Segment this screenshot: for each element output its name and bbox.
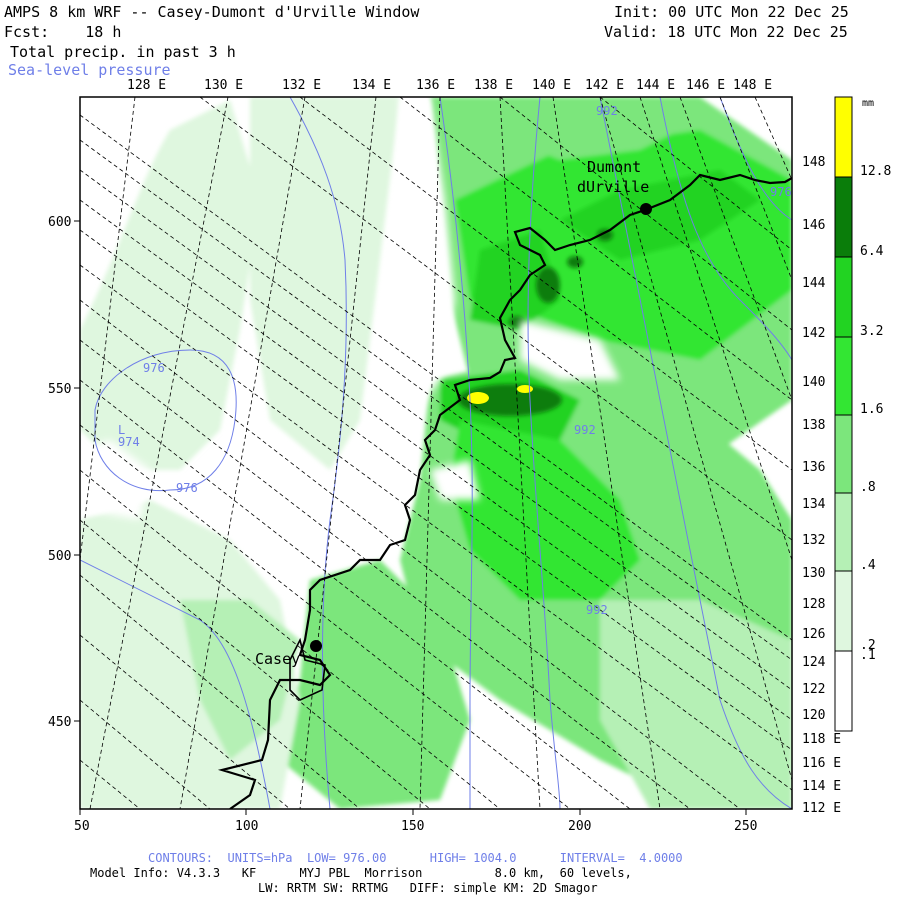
x-tick-label: 50 bbox=[74, 819, 90, 834]
contour-label: 976 bbox=[176, 481, 198, 495]
lon-label: 116 E bbox=[802, 756, 841, 771]
colorbar-swatch bbox=[834, 570, 853, 652]
lon-label: 120 E bbox=[802, 708, 841, 723]
contours-info: CONTOURS: UNITS=hPa LOW= 976.00 HIGH= 10… bbox=[148, 851, 683, 865]
physics-info: LW: RRTM SW: RRTMG DIFF: simple KM: 2D S… bbox=[258, 881, 598, 895]
lon-label: 130 E bbox=[802, 566, 841, 581]
lon-label: 122 E bbox=[802, 682, 841, 697]
precip-max bbox=[467, 385, 533, 404]
lon-label: 118 E bbox=[802, 732, 841, 747]
lon-label: 132 E bbox=[802, 533, 841, 548]
forecast-hour: Fcst: 18 h bbox=[4, 23, 122, 41]
map-frame bbox=[79, 96, 793, 810]
contour-label: 992 bbox=[586, 603, 608, 617]
colorbar-level-label: 6.4 bbox=[860, 244, 884, 259]
overlay-name: Sea-level pressure bbox=[8, 61, 171, 79]
dumont-station-marker bbox=[640, 203, 652, 215]
colorbar-swatch bbox=[834, 256, 853, 338]
right-lon-labels: 148 E 146 E 144 E 142 E 140 E 138 E 136 … bbox=[802, 155, 841, 816]
valid-time: Valid: 18 UTC Mon 22 Dec 25 bbox=[604, 23, 848, 41]
x-tick-label: 150 bbox=[401, 819, 424, 834]
colorbar-swatch bbox=[834, 176, 853, 258]
colorbar-swatch bbox=[834, 650, 853, 732]
map-panel: 976 976 L 974 992 992 992 976 Casey Dumo… bbox=[80, 97, 792, 809]
y-tick-label: 550 bbox=[48, 382, 71, 397]
x-tick-label: 250 bbox=[734, 819, 757, 834]
colorbar-swatch bbox=[834, 336, 853, 416]
y-tick-label: 450 bbox=[48, 715, 71, 730]
lon-label: 114 E bbox=[802, 779, 841, 794]
low-center-marker: L bbox=[118, 423, 125, 437]
colorbar-swatch bbox=[834, 414, 853, 494]
contour-label: 992 bbox=[596, 104, 618, 118]
lon-label: 136 E bbox=[416, 78, 455, 93]
dumont-label-line1: Dumont bbox=[587, 158, 641, 176]
top-lon-labels: 128 E 130 E 132 E 134 E 136 E 138 E 140 … bbox=[127, 78, 772, 93]
colorbar-level-label: 1.6 bbox=[860, 402, 883, 417]
colorbar-swatch bbox=[834, 492, 853, 572]
x-tick-label: 100 bbox=[235, 819, 258, 834]
graticule bbox=[80, 97, 792, 809]
lon-label: 144 E bbox=[636, 78, 675, 93]
lon-label: 140 E bbox=[802, 375, 841, 390]
lon-label: 138 E bbox=[802, 418, 841, 433]
dry-patches bbox=[80, 97, 620, 520]
lon-label: 144 E bbox=[802, 276, 841, 291]
dumont-label-line2: dUrville bbox=[577, 178, 649, 196]
grid-coordinate-labels: 50 100 150 200 250 600 550 500 450 bbox=[48, 215, 757, 834]
casey-station-marker bbox=[310, 640, 322, 652]
coastline bbox=[217, 173, 792, 809]
lon-label: 124 E bbox=[802, 655, 841, 670]
lon-label: 148 E bbox=[733, 78, 772, 93]
coastline-islands bbox=[289, 637, 326, 701]
colorbar-level-label: .1 bbox=[860, 648, 876, 663]
colorbar-unit: mm bbox=[862, 98, 874, 109]
lon-label: 130 E bbox=[204, 78, 243, 93]
map-title: AMPS 8 km WRF -- Casey-Dumont d'Urville … bbox=[4, 3, 420, 21]
colorbar-swatch bbox=[834, 96, 853, 178]
lon-label: 140 E bbox=[532, 78, 571, 93]
colorbar-level-label: .4 bbox=[860, 558, 876, 573]
field-name: Total precip. in past 3 h bbox=[10, 43, 236, 61]
lon-label: 136 E bbox=[802, 460, 841, 475]
lon-label: 132 E bbox=[282, 78, 321, 93]
lon-label: 138 E bbox=[474, 78, 513, 93]
axis-ticks bbox=[74, 220, 747, 815]
colorbar-level-label: .2 bbox=[860, 638, 876, 653]
lon-label: 128 E bbox=[802, 597, 841, 612]
x-tick-label: 200 bbox=[568, 819, 591, 834]
lon-label: 142 E bbox=[585, 78, 624, 93]
lon-label: 142 E bbox=[802, 326, 841, 341]
y-tick-label: 500 bbox=[48, 549, 71, 564]
model-info: Model Info: V4.3.3 KF MYJ PBL Morrison 8… bbox=[90, 866, 632, 880]
colorbar: 12.8 6.4 3.2 1.6 .8 .4 .2.1 bbox=[834, 96, 891, 732]
contour-label: 992 bbox=[574, 423, 596, 437]
lon-label: 112 E bbox=[802, 801, 841, 816]
low-center-value: 974 bbox=[118, 435, 140, 449]
casey-label: Casey bbox=[255, 650, 300, 668]
y-tick-label: 600 bbox=[48, 215, 71, 230]
lon-label: 126 E bbox=[802, 627, 841, 642]
colorbar-level-label: .8 bbox=[860, 480, 876, 495]
colorbar-level-label: 12.8 bbox=[860, 164, 891, 179]
lon-label: 146 E bbox=[802, 218, 841, 233]
lon-label: 146 E bbox=[686, 78, 725, 93]
lon-label: 134 E bbox=[802, 497, 841, 512]
colorbar-level-label: 3.2 bbox=[860, 324, 883, 339]
contour-label: 976 bbox=[143, 361, 165, 375]
init-time: Init: 00 UTC Mon 22 Dec 25 bbox=[614, 3, 849, 21]
lon-label: 148 E bbox=[802, 155, 841, 170]
lon-label: 128 E bbox=[127, 78, 166, 93]
pressure-contours bbox=[80, 97, 792, 809]
contour-label: 976 bbox=[770, 185, 792, 199]
lon-label: 134 E bbox=[352, 78, 391, 93]
